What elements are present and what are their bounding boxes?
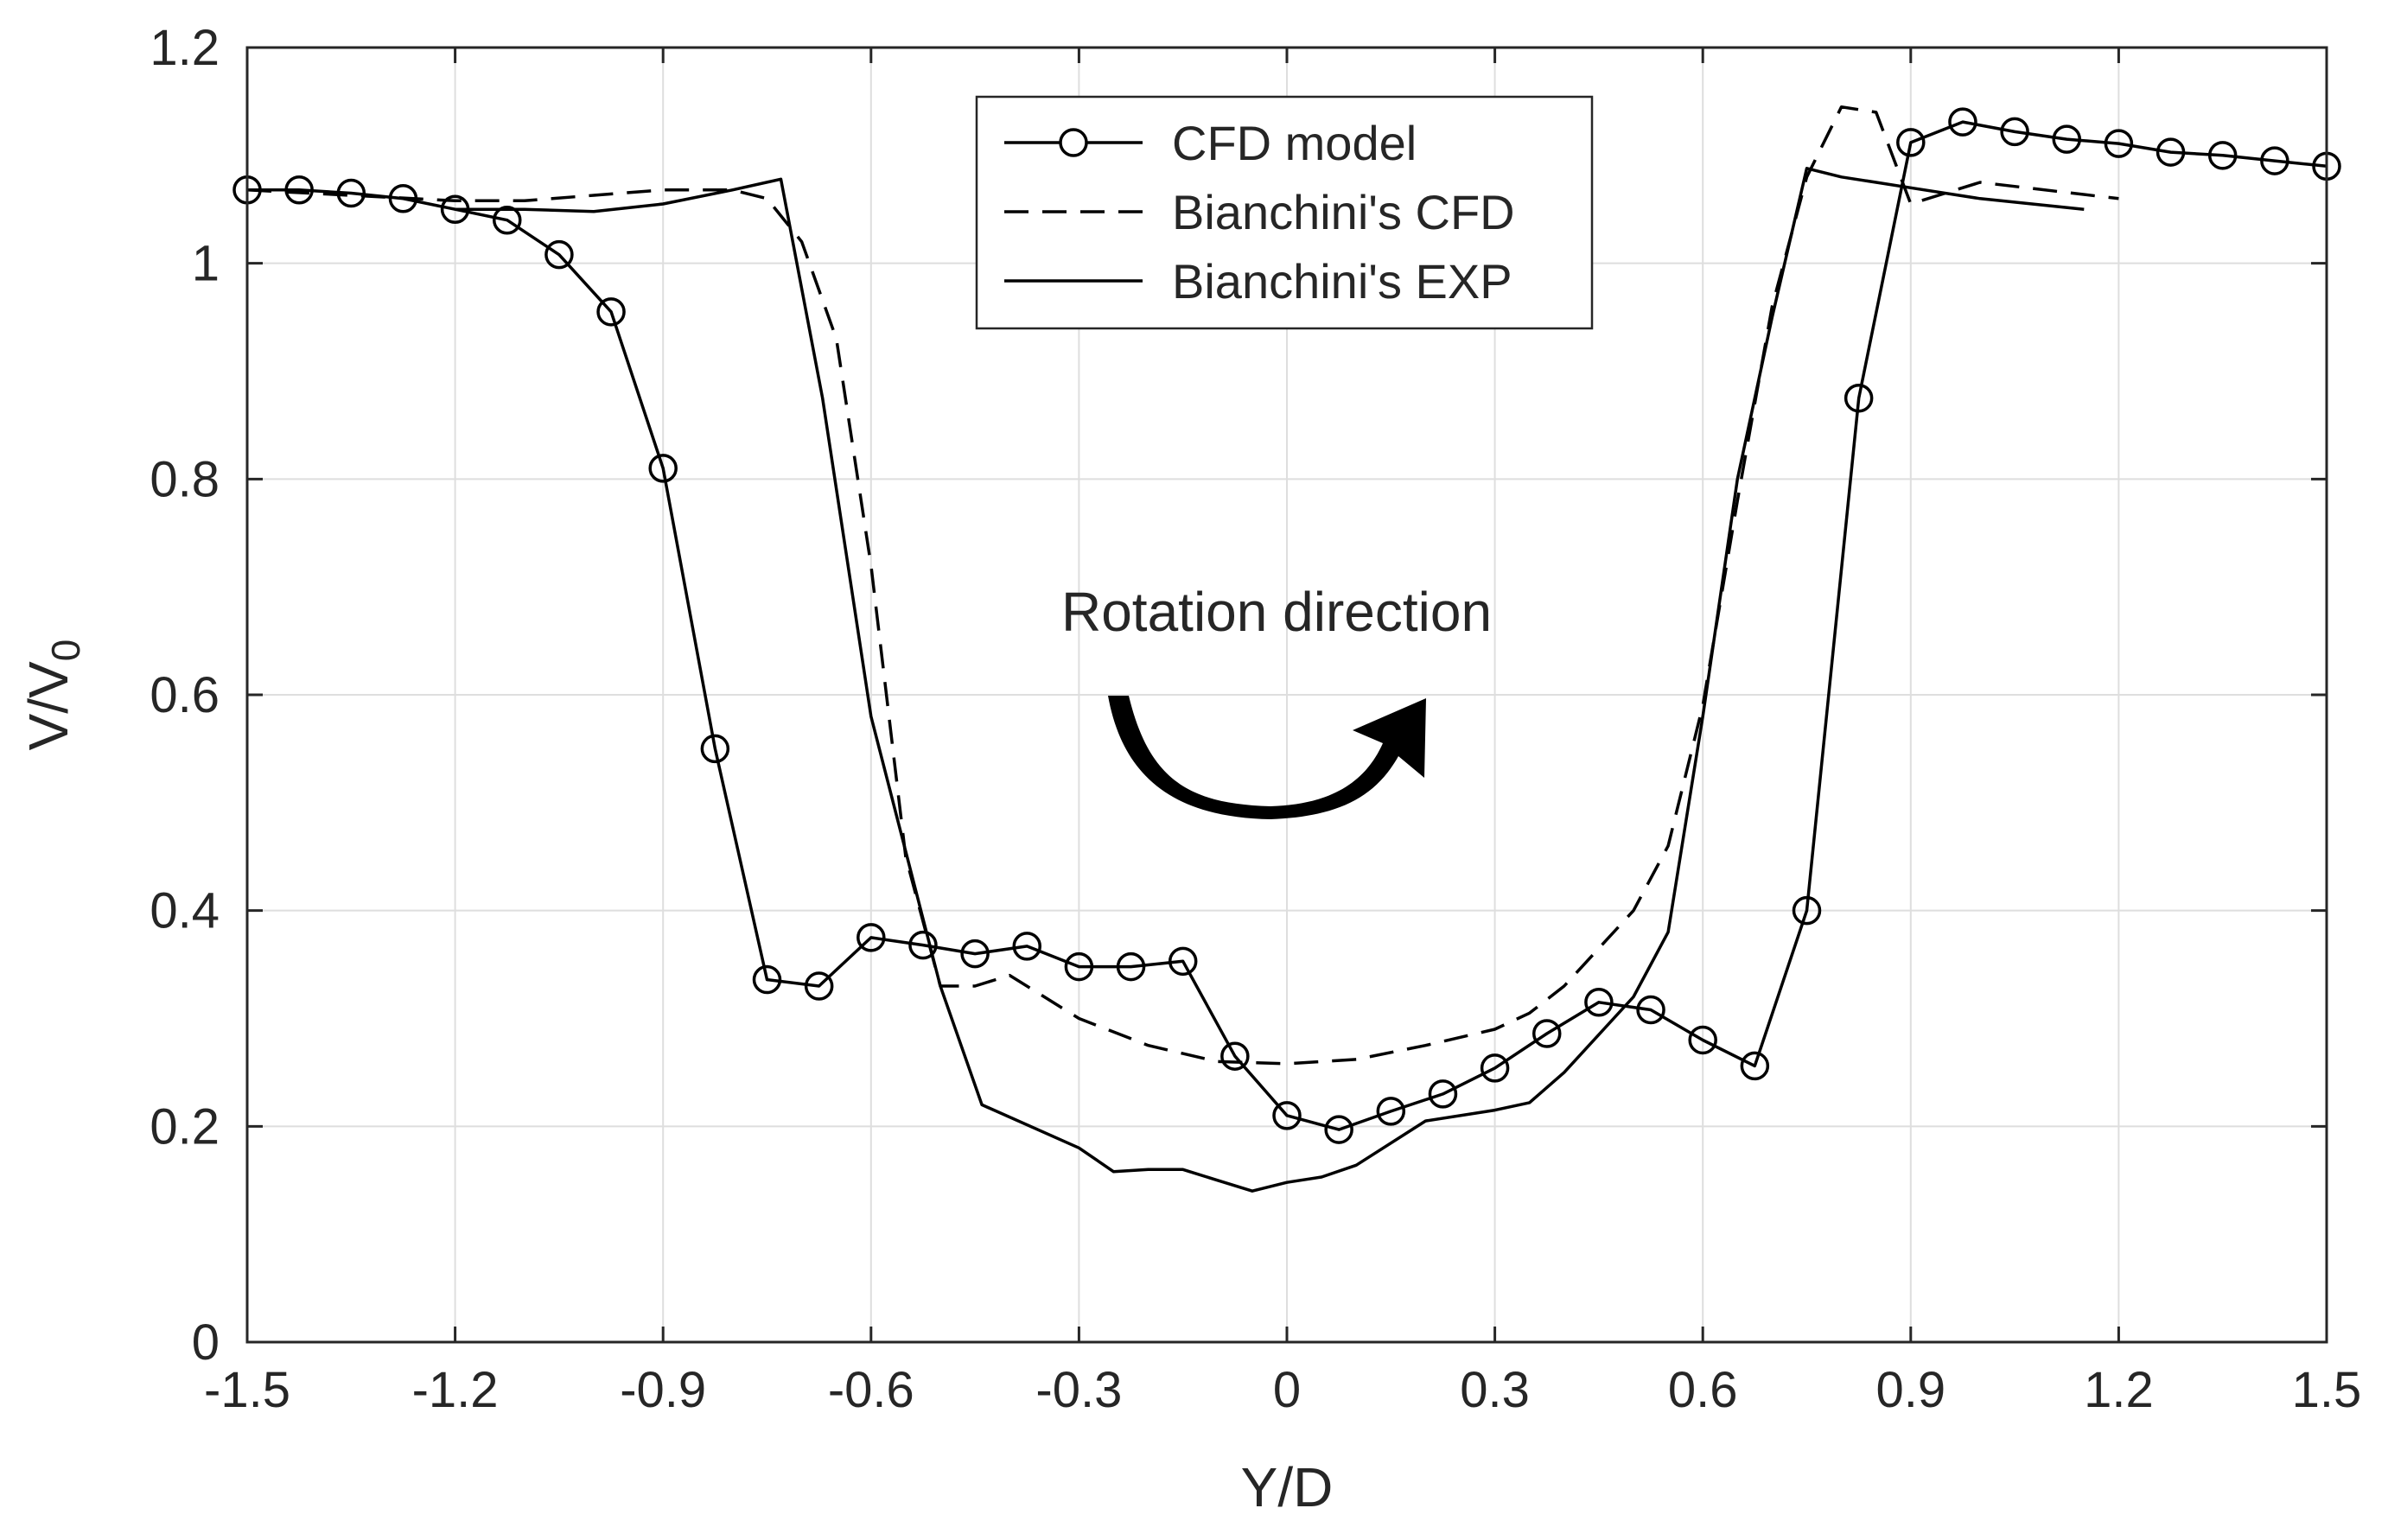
data-point bbox=[1688, 1025, 1717, 1055]
data-point bbox=[284, 175, 314, 205]
data-point bbox=[1532, 1019, 1562, 1048]
data-point bbox=[2260, 146, 2289, 175]
x-tick-label: 0.3 bbox=[1460, 1362, 1530, 1418]
x-tick-label: -1.5 bbox=[204, 1362, 290, 1418]
legend-label-bianchini-exp: Bianchini's EXP bbox=[1172, 254, 1512, 309]
y-tick-label: 0.8 bbox=[150, 451, 220, 507]
data-point bbox=[752, 964, 782, 995]
x-tick-label: -0.3 bbox=[1035, 1362, 1122, 1418]
data-point bbox=[2156, 137, 2186, 167]
x-tick-label: 1.5 bbox=[2292, 1362, 2362, 1418]
data-point bbox=[2000, 117, 2029, 147]
data-point bbox=[1896, 128, 1926, 157]
data-point bbox=[1844, 383, 1874, 413]
x-axis-label: Y/D bbox=[1241, 1456, 1334, 1518]
legend-label-bianchini-cfd: Bianchini's CFD bbox=[1172, 185, 1515, 239]
y-axis-label-main: V/V bbox=[17, 661, 80, 750]
data-point bbox=[1428, 1079, 1458, 1109]
data-point bbox=[1480, 1053, 1510, 1083]
data-point bbox=[2104, 129, 2134, 158]
data-point bbox=[596, 297, 626, 327]
x-tick-label: 0.6 bbox=[1668, 1362, 1738, 1418]
y-axis-label: V/V0 bbox=[17, 640, 88, 751]
legend-label-cfd-model: CFD model bbox=[1172, 116, 1417, 170]
x-tick-label: 0.9 bbox=[1875, 1362, 1945, 1418]
rotation-direction-label: Rotation direction bbox=[1061, 581, 1492, 643]
x-tick-label: -1.2 bbox=[412, 1362, 499, 1418]
data-point bbox=[2052, 124, 2081, 154]
data-point bbox=[908, 930, 938, 960]
data-point bbox=[1636, 995, 1665, 1025]
y-tick-label: 1.2 bbox=[150, 20, 220, 76]
data-point bbox=[1792, 895, 1822, 926]
data-point bbox=[1168, 946, 1198, 977]
data-point bbox=[804, 971, 834, 1001]
data-point bbox=[544, 239, 574, 270]
svg-text:V/V0: V/V0 bbox=[17, 640, 88, 751]
plot-frame bbox=[245, 46, 2328, 1344]
y-axis-label-subscript: 0 bbox=[43, 640, 88, 662]
legend: CFD model Bianchini's CFD Bianchini's EX… bbox=[975, 95, 1594, 330]
series-bianchini-s-exp bbox=[455, 167, 2085, 1193]
x-tick-label: 1.2 bbox=[2084, 1362, 2154, 1418]
x-tick-label: 0 bbox=[1273, 1362, 1301, 1418]
data-point bbox=[1584, 988, 1614, 1017]
data-point bbox=[1272, 1101, 1302, 1130]
y-tick-label: 1 bbox=[192, 236, 220, 292]
legend-marker-cfd-model bbox=[1059, 128, 1088, 157]
series-line-bianchini-s-exp bbox=[455, 167, 2085, 1193]
data-point bbox=[493, 205, 522, 235]
data-point bbox=[960, 939, 990, 969]
data-point bbox=[1116, 951, 1146, 982]
data-point bbox=[648, 454, 678, 483]
data-point bbox=[700, 734, 730, 764]
data-point bbox=[2207, 141, 2238, 170]
data-point bbox=[1064, 951, 1094, 982]
y-tick-label: 0.2 bbox=[150, 1098, 220, 1155]
y-tick-label: 0 bbox=[192, 1314, 220, 1371]
data-point bbox=[1376, 1097, 1406, 1126]
data-point bbox=[1324, 1115, 1353, 1144]
x-tick-label: -0.9 bbox=[620, 1362, 706, 1418]
data-point bbox=[1740, 1051, 1770, 1081]
series-line-cfd-model bbox=[247, 120, 2328, 1131]
y-tick-label: 0.4 bbox=[150, 883, 220, 939]
data-point bbox=[856, 923, 886, 952]
y-tick-label: 0.6 bbox=[150, 667, 220, 723]
data-point bbox=[1948, 107, 1977, 137]
data-point bbox=[1220, 1041, 1250, 1071]
x-tick-label: -0.6 bbox=[828, 1362, 914, 1418]
data-point bbox=[1012, 932, 1041, 961]
ticks: -1.5 -1.2 -0.9 -0.6 -0.3 0 0.3 0.6 0.9 1.2 1.5 0 0.2… bbox=[150, 20, 2361, 1418]
rotation-arrow-icon bbox=[1108, 696, 1426, 819]
